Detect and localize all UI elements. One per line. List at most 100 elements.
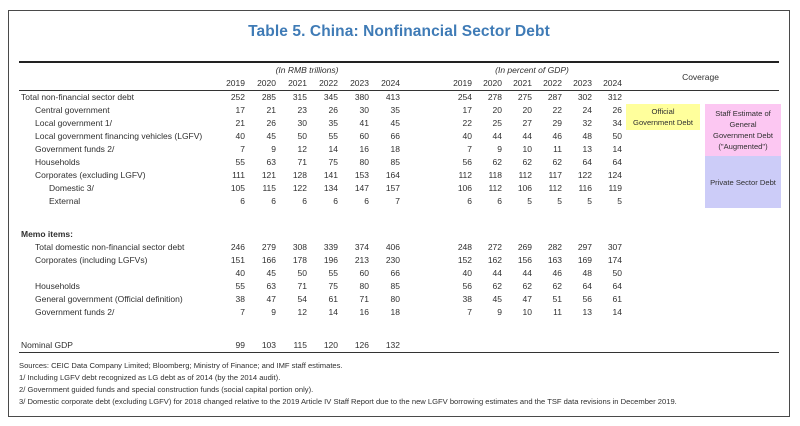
- value-cell-rmb: 406: [385, 242, 400, 252]
- column-gap: [400, 195, 442, 208]
- table-row: Domestic 3/105 115 122 134 147 157 106 112 106 11…: [19, 182, 779, 195]
- value-cell-rmb: 50: [297, 131, 307, 141]
- value-cell-gdp: 156: [517, 255, 532, 265]
- value-cell-gdp: 20: [522, 105, 532, 115]
- value-cell-gdp: [502, 339, 532, 352]
- value-cell-gdp: 118: [488, 170, 502, 180]
- value-cell-gdp: [562, 339, 592, 352]
- value-cell-gdp: 116: [578, 183, 592, 193]
- value-cell-gdp: 5: [617, 196, 622, 206]
- column-gap: [400, 169, 442, 182]
- value-cell-rmb: 6: [302, 196, 307, 206]
- column-gap: [400, 267, 442, 280]
- value-cell-gdp: 22: [462, 118, 472, 128]
- column-gap: [400, 339, 442, 352]
- value-cell-gdp: 17: [462, 105, 472, 115]
- value-cell-rmb: 157: [385, 183, 400, 193]
- value-cell-gdp: 56: [582, 294, 592, 304]
- value-cell-gdp: 117: [548, 170, 562, 180]
- value-cell-gdp: 27: [522, 118, 532, 128]
- value-cell-rmb: 26: [328, 105, 338, 115]
- value-cell-rmb: 38: [235, 294, 245, 304]
- value-cell-gdp: 56: [462, 281, 472, 291]
- value-cell-rmb: 71: [297, 281, 307, 291]
- value-cell-gdp: 287: [547, 92, 562, 102]
- value-cell-rmb: 230: [385, 255, 400, 265]
- value-cell-gdp: 14: [612, 144, 622, 154]
- value-cell-gdp: 62: [522, 281, 532, 291]
- value-cell-rmb: 6: [240, 196, 245, 206]
- value-cell-rmb: 66: [390, 268, 400, 278]
- value-cell-rmb: 14: [328, 307, 338, 317]
- value-cell-gdp: 13: [582, 307, 592, 317]
- value-cell-gdp: 62: [552, 281, 562, 291]
- value-cell-gdp: 5: [527, 196, 532, 206]
- value-cell-rmb: 66: [390, 131, 400, 141]
- footnote-line: Sources: CEIC Data Company Limited; Bloo…: [19, 361, 343, 370]
- value-cell-rmb: 151: [230, 255, 245, 265]
- table-row: External 6 6 6 6 6 7 6 6 5 5 5 5: [19, 195, 779, 208]
- row-label: Government funds 2/: [35, 307, 115, 317]
- value-cell-gdp: 64: [612, 157, 622, 167]
- value-cell-gdp: 62: [552, 157, 562, 167]
- value-cell-rmb: 6: [271, 196, 276, 206]
- value-cell-rmb: 178: [292, 255, 307, 265]
- value-cell-rmb: 80: [359, 281, 369, 291]
- row-label: Nominal GDP: [21, 340, 73, 350]
- value-cell-gdp: 7: [467, 144, 472, 154]
- value-cell-rmb: 35: [390, 105, 400, 115]
- value-cell-gdp: 34: [612, 118, 622, 128]
- value-cell-rmb: 380: [354, 92, 369, 102]
- value-cell-gdp: 124: [607, 170, 622, 180]
- column-gap: [400, 156, 442, 169]
- value-cell-gdp: 5: [557, 196, 562, 206]
- value-cell-rmb: 63: [266, 281, 276, 291]
- table-row: Total domestic non-financial sector debt…: [19, 241, 779, 254]
- row-spacer: [19, 319, 779, 339]
- value-cell-rmb: 21: [266, 105, 276, 115]
- value-cell-gdp: [442, 339, 472, 352]
- value-cell-rmb: 126: [354, 340, 369, 350]
- value-cell-gdp: 106: [517, 183, 532, 193]
- section-heading-row: Memo items:: [19, 228, 779, 241]
- value-cell-gdp: 119: [608, 183, 622, 193]
- value-cell-rmb: 35: [328, 118, 338, 128]
- row-label: Corporates (including LGFVs): [35, 255, 148, 265]
- value-cell-rmb: 134: [323, 183, 338, 193]
- value-cell-gdp: 248: [457, 242, 472, 252]
- value-cell-rmb: 115: [293, 340, 307, 350]
- value-cell-rmb: 103: [261, 340, 276, 350]
- value-cell-rmb: 285: [261, 92, 276, 102]
- value-cell-rmb: 196: [323, 255, 338, 265]
- column-gap: [400, 241, 442, 254]
- row-label: Local government 1/: [35, 118, 113, 128]
- value-cell-rmb: 413: [385, 92, 400, 102]
- value-cell-gdp: 152: [457, 255, 472, 265]
- value-cell-gdp: 56: [462, 157, 472, 167]
- value-cell-rmb: 55: [328, 268, 338, 278]
- table-body: Total non-financial sector debt 252 285 315…: [19, 91, 779, 352]
- value-cell-rmb: 17: [235, 105, 245, 115]
- year-label-gdp: 2022: [543, 78, 562, 88]
- value-cell-gdp: 44: [522, 268, 532, 278]
- value-cell-gdp: 47: [522, 294, 532, 304]
- column-gap: [400, 280, 442, 293]
- value-cell-rmb: 60: [359, 131, 369, 141]
- value-cell-rmb: 18: [390, 144, 400, 154]
- value-cell-gdp: 9: [497, 307, 502, 317]
- value-cell-rmb: 23: [297, 105, 307, 115]
- value-cell-rmb: 12: [297, 144, 307, 154]
- value-cell-gdp: 44: [522, 131, 532, 141]
- row-label: General government (Official definition): [35, 294, 183, 304]
- rmb-units-label: (In RMB trillions): [275, 65, 339, 75]
- year-label-rmb: 2024: [381, 78, 400, 88]
- value-cell-rmb: 18: [390, 307, 400, 317]
- year-label-gdp: 2023: [573, 78, 592, 88]
- column-gap: [400, 306, 442, 319]
- table-row: General government (Official definition)…: [19, 293, 779, 306]
- year-label-rmb: 2023: [350, 78, 369, 88]
- value-cell-gdp: [592, 339, 622, 352]
- value-cell-rmb: 30: [297, 118, 307, 128]
- value-cell-gdp: 64: [582, 281, 592, 291]
- value-cell-gdp: 278: [487, 92, 502, 102]
